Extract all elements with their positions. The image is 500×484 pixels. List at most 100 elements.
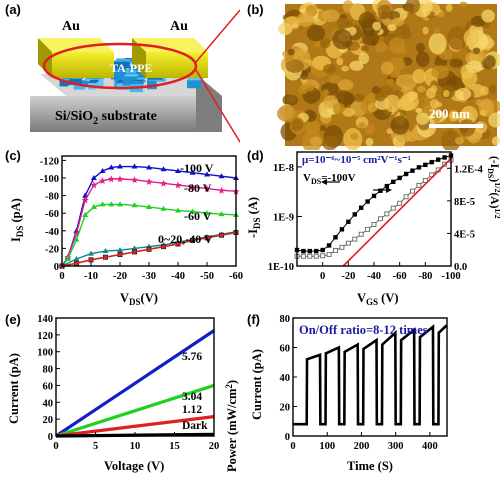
afm-grain xyxy=(322,89,329,97)
y-axis-label: Current (pA) xyxy=(7,353,21,424)
afm-grain xyxy=(343,92,355,105)
x-tick-label: 20 xyxy=(209,441,220,452)
y-tick-label: 120 xyxy=(37,331,53,342)
y-tick-label: 1E-10 xyxy=(268,262,294,273)
x-tick-label: -50 xyxy=(200,271,214,282)
y-tick-label: -20 xyxy=(45,244,59,255)
data-point xyxy=(300,253,306,259)
data-point xyxy=(358,205,364,210)
panel-a-schematic: (a) Au Au TA xyxy=(0,0,241,150)
afm-grain xyxy=(433,26,441,35)
substrate-label: Si/SiO2 substrate xyxy=(55,109,157,127)
film-flake xyxy=(59,81,69,87)
afm-grain xyxy=(397,46,408,55)
data-point xyxy=(189,208,196,214)
data-point xyxy=(384,211,390,217)
afm-grain xyxy=(438,11,446,17)
y-tick-label: 140 xyxy=(37,314,53,325)
x-tick-label: -60 xyxy=(229,271,243,282)
device-schematic: Au Au TA-PPE Si/SiO2 substrate xyxy=(30,9,241,143)
data-point xyxy=(326,243,332,248)
data-point xyxy=(314,248,319,254)
afm-grain xyxy=(282,93,298,106)
data-point xyxy=(73,229,80,237)
data-point xyxy=(371,222,377,227)
series-line xyxy=(342,157,452,267)
afm-grain xyxy=(399,92,419,111)
afm-grain xyxy=(306,24,326,42)
data-point xyxy=(103,255,108,259)
data-point xyxy=(174,181,182,189)
afm-grain xyxy=(479,110,488,116)
au-electrode-left xyxy=(38,38,114,78)
data-point xyxy=(218,173,225,179)
data-point xyxy=(410,168,415,173)
x-tick-label: -100 xyxy=(441,271,460,282)
data-point xyxy=(403,171,409,177)
data-point xyxy=(88,250,94,256)
au-label-right: Au xyxy=(170,19,188,34)
series-line xyxy=(296,155,452,252)
afm-grain xyxy=(400,28,412,39)
data-point xyxy=(102,248,109,254)
switching-trace xyxy=(293,324,448,426)
data-point xyxy=(416,165,422,170)
data-point xyxy=(429,159,434,165)
panel-e-photocurrent: (e) 0 5 10 15 20 0 20 40 60 80 100 120 140 5.76 3.04 1.… xyxy=(0,312,245,479)
data-point xyxy=(435,157,441,162)
chart-d: 0 -20 -40 -60 -80 -100 1E-10 1E-9 1E-8 0.0 4E-5 8E-… xyxy=(246,151,500,307)
afm-grain xyxy=(448,110,459,122)
afm-grain xyxy=(454,136,464,145)
x-tick-label: 300 xyxy=(388,441,404,452)
data-point xyxy=(116,175,124,183)
y2-tick-label: 8E-5 xyxy=(454,197,475,208)
series-line xyxy=(297,159,452,257)
afm-grain xyxy=(395,74,414,89)
y-tick-label: 20 xyxy=(280,403,291,414)
afm-grain xyxy=(484,55,496,69)
film-flake xyxy=(66,79,82,86)
afm-grain xyxy=(332,29,353,50)
afm-grain xyxy=(417,85,426,93)
afm-grain xyxy=(428,32,447,55)
afm-grain xyxy=(322,9,340,22)
series-label: 3.04 xyxy=(182,391,202,403)
data-point xyxy=(442,155,447,160)
data-point xyxy=(410,188,415,194)
data-point xyxy=(384,183,390,189)
data-point xyxy=(397,200,403,206)
data-point xyxy=(190,238,195,243)
data-point xyxy=(365,226,371,232)
data-point xyxy=(131,202,138,208)
afm-grain xyxy=(340,65,350,72)
afm-grain xyxy=(322,135,339,150)
data-point xyxy=(307,253,313,259)
afm-grain xyxy=(332,102,345,115)
y2-axis-label: (-IDS)1/2(A)1/2 xyxy=(486,156,500,219)
data-point xyxy=(73,255,80,261)
afm-grain xyxy=(412,68,426,84)
afm-grain xyxy=(371,86,381,94)
panel-f-label: (f) xyxy=(247,312,260,327)
curve-annotation: -80 V xyxy=(184,181,212,195)
panel-e-label: (e) xyxy=(5,312,21,327)
data-point xyxy=(82,211,89,217)
y2-tick-label: 4E-5 xyxy=(454,229,475,240)
data-point xyxy=(423,162,428,168)
afm-grain xyxy=(298,84,309,95)
film-flake xyxy=(122,76,137,86)
data-point xyxy=(403,194,409,200)
y-tick-label: 100 xyxy=(37,348,53,359)
substrate-dark-base xyxy=(30,96,196,132)
data-point xyxy=(145,178,153,186)
y-tick-label: 80 xyxy=(43,365,54,376)
data-point xyxy=(422,178,428,183)
data-point xyxy=(333,235,338,240)
x-tick-label: -80 xyxy=(418,271,432,282)
y-axis-label: -IDS (A) xyxy=(246,197,262,238)
x-tick-label: 200 xyxy=(354,441,370,452)
panel-c-output-curves: (c) 0 -10 -20 -30 -40 -50 -60 0 -20 -40 -60 -80 -100… xyxy=(0,148,245,310)
data-point xyxy=(108,164,115,170)
data-point xyxy=(160,205,167,211)
panel-c-label: (c) xyxy=(5,148,21,163)
